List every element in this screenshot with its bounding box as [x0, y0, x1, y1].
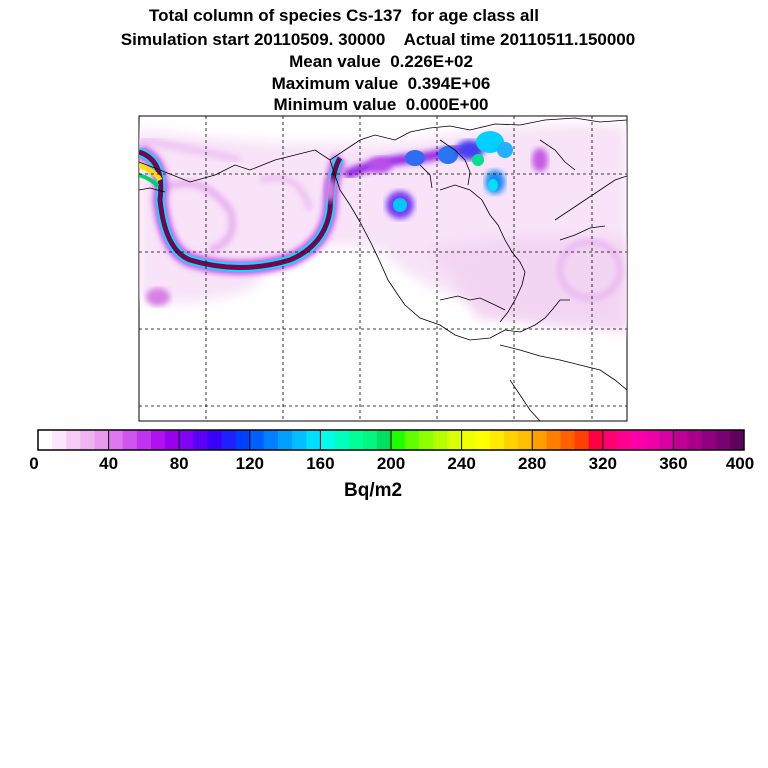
colorbar-cell: [292, 430, 307, 450]
colorbar-tick-label: 200: [376, 454, 406, 473]
colorbar-cell: [475, 430, 491, 450]
colorbar-cell: [645, 430, 660, 450]
colorbar-cell: [687, 430, 703, 450]
colorbar-tick-label: 320: [588, 454, 617, 473]
graticule: [139, 116, 627, 421]
colorbar-tick-label: 80: [169, 454, 189, 473]
colorbar-cell: [80, 430, 95, 450]
colorbar-frame: [37, 429, 745, 451]
colorbar-cells: [38, 430, 745, 450]
colorbar-cell: [433, 430, 448, 450]
colorbar-cell: [165, 430, 180, 450]
colorbar-cell: [631, 430, 646, 450]
colorbar-cell: [588, 430, 604, 450]
colorbar-cell: [278, 430, 293, 450]
colorbar-cell: [489, 430, 505, 450]
title-line-species: Total column of species Cs-137 for age c…: [149, 6, 539, 25]
colorbar-cell: [574, 430, 590, 450]
colorbar-cell: [419, 430, 434, 450]
colorbar-cell: [348, 430, 364, 450]
colorbar-tick-label: 240: [447, 454, 476, 473]
colorbar-cell: [362, 430, 378, 450]
title-line-minimum-value: Minimum value 0.000E+00: [273, 95, 489, 114]
title-line-maximum-value: Maximum value 0.394E+06: [271, 74, 491, 93]
colorbar-cell: [122, 430, 138, 450]
colorbar-units-label: Bq/m2: [344, 480, 403, 501]
coastlines: [139, 117, 627, 421]
colorbar-tick-label: 120: [235, 454, 264, 473]
colorbar-tick-label: 0: [29, 454, 39, 473]
colorbar-tick-label: 400: [725, 454, 755, 473]
colorbar-cell: [52, 430, 67, 450]
colorbar-cell: [391, 430, 406, 450]
colorbar-cell: [405, 430, 420, 450]
colorbar-cell: [376, 430, 392, 450]
concentration-map: [138, 115, 628, 422]
title-line-mean-value: Mean value 0.226E+02: [289, 52, 473, 71]
colorbar-tick-label: 160: [306, 454, 335, 473]
colorbar-cell: [673, 430, 689, 450]
colorbar-cell: [447, 430, 463, 450]
colorbar-tick-label: 280: [518, 454, 547, 473]
plume-field: [139, 124, 627, 330]
colorbar-cell: [334, 430, 350, 450]
colorbar-cell: [715, 430, 731, 450]
colorbar-cell: [249, 430, 265, 450]
colorbar-cell: [94, 430, 110, 450]
colorbar-cell: [503, 430, 519, 450]
colorbar-cell: [306, 430, 321, 450]
colorbar-cell: [560, 430, 576, 450]
colorbar-cell: [461, 430, 477, 450]
colorbar-cell: [602, 430, 618, 450]
colorbar-cell: [659, 430, 674, 450]
colorbar-cell: [729, 430, 745, 450]
colorbar-major-dividers: [108, 430, 674, 450]
colorbar-cell: [66, 430, 81, 450]
colorbar-cell: [320, 430, 336, 450]
colorbar-cell: [150, 430, 166, 450]
colorbar-tick-label: 40: [99, 454, 119, 473]
colorbar-tick-label: 360: [659, 454, 688, 473]
colorbar-cell: [221, 430, 237, 450]
colorbar-cell: [532, 430, 547, 450]
colorbar-cell: [616, 430, 632, 450]
title-line-simulation-time: Simulation start 20110509. 30000 Actual …: [120, 30, 636, 49]
colorbar-cell: [38, 430, 53, 450]
colorbar-cell: [193, 430, 208, 450]
colorbar-cell: [263, 430, 279, 450]
colorbar-cell: [179, 430, 194, 450]
colorbar-cell: [701, 430, 717, 450]
colorbar-cell: [235, 430, 251, 450]
colorbar-cell: [207, 430, 223, 450]
colorbar: [37, 429, 745, 451]
colorbar-cell: [546, 430, 561, 450]
colorbar-cell: [136, 430, 152, 450]
colorbar-cell: [518, 430, 533, 450]
colorbar-cell: [108, 430, 124, 450]
